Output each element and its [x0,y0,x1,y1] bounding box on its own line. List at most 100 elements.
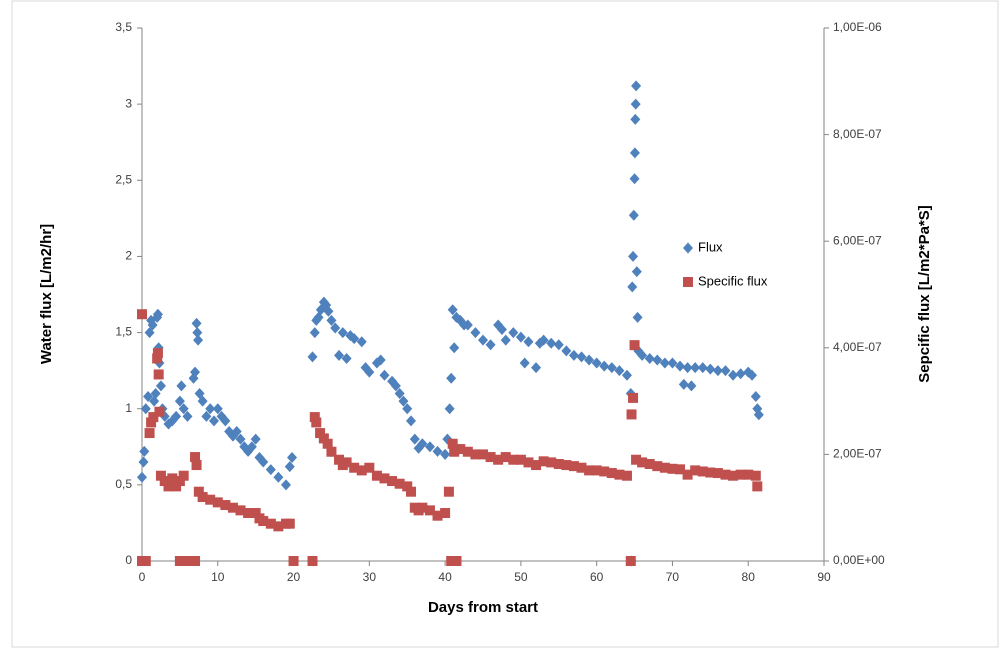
data-point [553,458,564,469]
data-point [137,471,147,483]
data-point [220,415,231,427]
data-point [752,481,763,492]
data-point [531,362,542,374]
data-point [750,470,761,481]
data-point [508,327,519,339]
y2-tick-label: 1,00E-06 [833,20,882,34]
data-point [568,461,579,472]
data-point [212,403,223,415]
data-point [287,451,298,463]
data-point [265,464,276,476]
data-point [576,462,587,473]
data-point [212,497,223,508]
data-point [424,441,435,453]
data-point [341,457,352,468]
data-point [155,380,166,392]
data-point [205,403,216,415]
data-point [174,395,185,407]
data-point [743,469,754,480]
data-point [155,470,166,481]
data-point [273,471,284,483]
legend-label: Specific flux [698,273,768,288]
data-point [628,392,639,403]
data-point [682,469,693,480]
data-point [390,380,401,392]
data-point [231,426,242,438]
data-point [621,470,632,481]
data-point [637,457,648,468]
data-point [379,369,390,381]
data-point [208,415,219,427]
data-point [150,387,161,399]
data-point [631,454,642,465]
data-point [152,348,163,359]
data-point [720,365,731,377]
data-point [364,366,375,378]
data-point [191,317,202,329]
x-tick-label: 20 [287,570,301,584]
data-point [675,360,686,372]
data-point [154,406,165,417]
data-point [735,368,746,380]
data-point [523,457,534,468]
data-point [258,516,269,527]
data-point [682,362,693,374]
data-point [747,369,758,381]
data-point [140,556,151,566]
data-point [309,412,320,423]
data-point [163,481,174,492]
data-point [341,352,352,364]
data-point [485,339,496,351]
data-point [440,448,451,460]
y-tick-label: 1,5 [115,325,132,339]
data-point [406,415,417,427]
x-tick-label: 60 [590,570,604,584]
data-point [243,508,254,519]
data-point [561,345,572,357]
data-point [220,500,231,511]
data-point [496,324,507,336]
data-point [356,465,367,476]
data-point [686,380,697,392]
data-point [508,454,519,465]
data-point [330,322,341,334]
y-axis-label: Water flux [L/m2/hr] [38,224,55,364]
data-point [190,556,201,566]
data-point [644,458,655,469]
data-point [515,331,526,343]
data-point [280,479,291,491]
data-point [627,281,638,293]
data-point [144,428,155,439]
data-point [417,438,428,450]
data-point [307,556,318,566]
data-point [697,466,708,477]
y-tick-label: 3,5 [115,20,132,34]
data-point [628,250,639,262]
data-point [470,449,481,460]
data-point [326,314,337,326]
data-point [205,494,216,505]
data-point [515,454,526,465]
data-point [675,464,686,475]
data-point [568,349,579,361]
data-point [629,173,640,185]
data-point [174,556,185,566]
data-point [447,304,458,316]
data-point [478,449,488,460]
data-point [644,352,655,364]
data-point [191,460,202,471]
data-point [137,309,147,320]
data-point [697,362,708,374]
data-point [500,334,511,346]
data-point [235,505,246,516]
data-point [258,456,269,468]
data-point [621,369,632,381]
y2-tick-label: 2,00E-07 [833,447,882,461]
data-point [322,438,333,449]
y-tick-label: 0 [125,553,132,567]
y2-tick-label: 8,00E-07 [833,127,882,141]
data-point [630,113,641,125]
data-point [690,362,701,374]
data-point [449,342,460,354]
data-point [424,505,435,516]
